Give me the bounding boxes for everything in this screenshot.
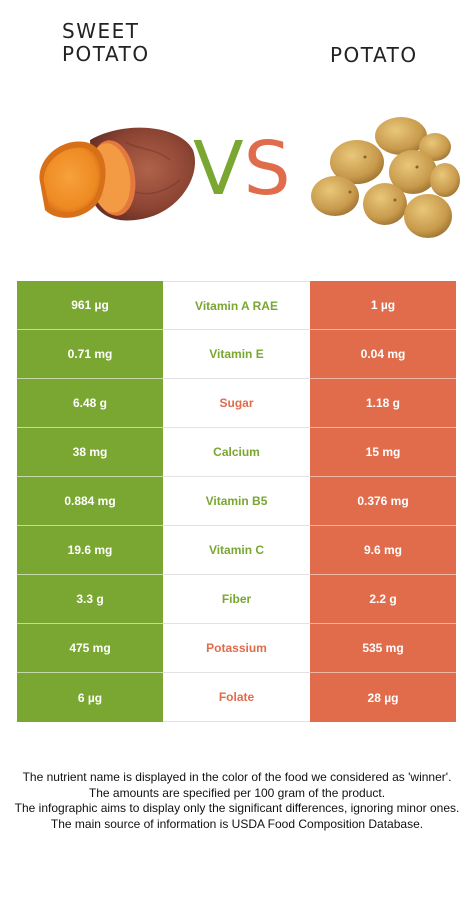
potato-value: 1 µg — [310, 281, 456, 330]
potato-value: 0.04 mg — [310, 330, 456, 379]
table-row: 3.3 g Fiber 2.2 g — [17, 575, 456, 624]
sweet-potato-value: 38 mg — [17, 428, 163, 477]
nutrient-name: Calcium — [163, 428, 310, 477]
sweet-potato-image — [39, 127, 196, 221]
table-row: 475 mg Potassium 535 mg — [17, 624, 456, 673]
table-row: 19.6 mg Vitamin C 9.6 mg — [17, 526, 456, 575]
vs-v: V — [193, 126, 244, 212]
nutrient-name: Sugar — [163, 379, 310, 428]
sweet-potato-title-line2: POTATO — [62, 42, 150, 66]
table-row: 961 µg Vitamin A RAE 1 µg — [17, 281, 456, 330]
potato-value: 2.2 g — [310, 575, 456, 624]
sweet-potato-value: 19.6 mg — [17, 526, 163, 575]
footer-line-1: The nutrient name is displayed in the co… — [22, 770, 452, 784]
table-row: 38 mg Calcium 15 mg — [17, 428, 456, 477]
vs-label: VS — [193, 132, 291, 206]
nutrient-name: Folate — [163, 673, 310, 722]
sweet-potato-value: 6.48 g — [17, 379, 163, 428]
potato-value: 0.376 mg — [310, 477, 456, 526]
nutrient-name: Vitamin C — [163, 526, 310, 575]
potato-value: 15 mg — [310, 428, 456, 477]
table-row: 6 µg Folate 28 µg — [17, 673, 456, 722]
footer-line-4: The main source of information is USDA F… — [50, 816, 424, 831]
table-row: 6.48 g Sugar 1.18 g — [17, 379, 456, 428]
nutrient-name: Fiber — [163, 575, 310, 624]
table-row: 0.884 mg Vitamin B5 0.376 mg — [17, 477, 456, 526]
nutrient-name: Vitamin B5 — [163, 477, 310, 526]
potato-value: 9.6 mg — [310, 526, 456, 575]
nutrient-name: Potassium — [163, 624, 310, 673]
sweet-potato-value: 6 µg — [17, 673, 163, 722]
potato-value: 1.18 g — [310, 379, 456, 428]
nutrient-name: Vitamin A RAE — [163, 281, 310, 330]
sweet-potato-value: 0.71 mg — [17, 330, 163, 379]
vs-s: S — [243, 126, 291, 212]
sweet-potato-title: SWEET POTATO — [62, 20, 150, 66]
nutrient-name: Vitamin E — [163, 330, 310, 379]
footer-line-2: The amounts are specified per 100 gram o… — [88, 785, 386, 800]
potato-value: 535 mg — [310, 624, 456, 673]
sweet-potato-value: 961 µg — [17, 281, 163, 330]
sweet-potato-value: 3.3 g — [17, 575, 163, 624]
potato-image — [311, 117, 460, 238]
sweet-potato-value: 475 mg — [17, 624, 163, 673]
footer-notes: The nutrient name is displayed in the co… — [14, 770, 460, 832]
sweet-potato-title-line1: SWEET — [62, 19, 140, 43]
potato-value: 28 µg — [310, 673, 456, 722]
footer-line-3: The infographic aims to display only the… — [14, 801, 460, 815]
table-row: 0.71 mg Vitamin E 0.04 mg — [17, 330, 456, 379]
potato-title: POTATO — [330, 43, 418, 67]
sweet-potato-value: 0.884 mg — [17, 477, 163, 526]
